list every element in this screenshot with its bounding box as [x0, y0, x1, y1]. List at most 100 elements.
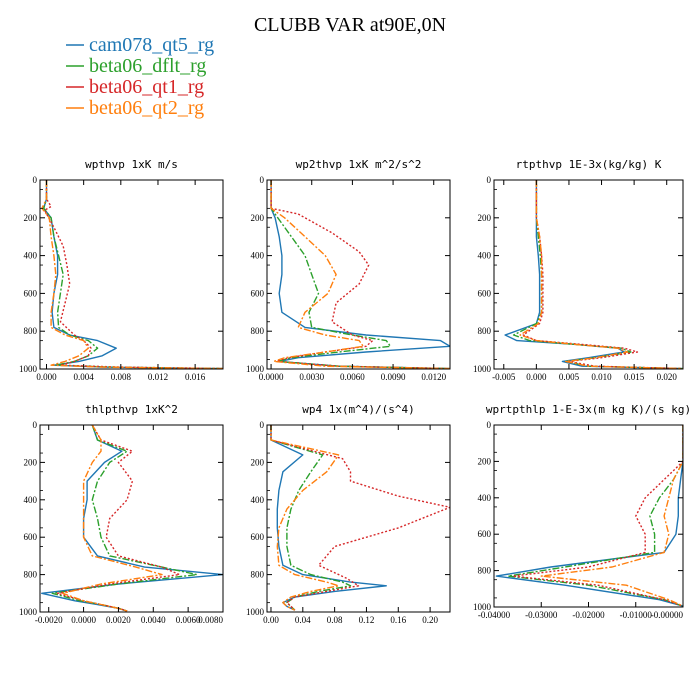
x-tick-label: 0.004: [74, 372, 95, 382]
series-line-cam078_qt5_rg: [270, 180, 450, 369]
y-tick-label: 800: [24, 326, 38, 336]
chart-panel-6: wprtpthlp 1-E-3x(m kg K)/(s kg) 0 200 400 60…: [473, 403, 691, 620]
y-tick-label: 600: [24, 288, 38, 298]
y-tick-label: 800: [478, 326, 492, 336]
x-tick-label: 0.0060: [340, 372, 365, 382]
chart-panel-3: rtpthvp 1E-3x(kg/kg) K 0 200 400 600 800 1000-…: [473, 158, 684, 382]
y-tick-label: 400: [24, 251, 38, 261]
x-tick-label: 0.010: [591, 372, 612, 382]
y-tick-label: 400: [251, 251, 265, 261]
y-tick-label: 600: [24, 532, 38, 542]
legend-item: beta06_qt1_rg: [66, 76, 204, 98]
legend-label: beta06_qt2_rg: [89, 97, 204, 119]
x-tick-label: 0.12: [359, 615, 375, 625]
y-tick-label: 1000: [246, 607, 265, 617]
x-tick-label: 0.012: [148, 372, 168, 382]
legend-label: beta06_dflt_rg: [89, 55, 206, 77]
chart-panel-2: wp2thvp 1xK m^2/s^2020040060080010000.00…: [246, 158, 451, 382]
y-tick-label: 600: [251, 532, 265, 542]
x-tick-label: -0.01000: [620, 610, 653, 620]
y-tick-label: 0: [487, 420, 492, 430]
x-tick-label: 0.020: [657, 372, 678, 382]
legend-label: beta06_qt1_rg: [89, 76, 204, 98]
series-line-beta06_qt2_rg: [540, 425, 683, 607]
y-tick-label: 200: [24, 457, 38, 467]
y-tick-label: 1000: [19, 364, 38, 374]
y-tick-label: 600: [478, 288, 492, 298]
series-line-beta06_qt2_rg: [41, 180, 223, 369]
x-tick-label: -0.02000: [572, 610, 605, 620]
series-line-beta06_dflt_rg: [270, 425, 352, 611]
series-line-beta06_qt1_rg: [270, 180, 450, 369]
x-tick-label: -0.0020: [35, 615, 63, 625]
x-tick-label: 0.000: [526, 372, 547, 382]
series-line-beta06_dflt_rg: [43, 180, 223, 369]
y-tick-label: 600: [478, 529, 492, 539]
x-tick-label: 0.04: [295, 615, 311, 625]
panel-title: wprtpthlp 1-E-3x(m kg K)/(s kg): [486, 403, 691, 416]
y-tick-label: 800: [251, 326, 265, 336]
y-tick-label: 1000: [473, 364, 492, 374]
y-tick-label: 200: [251, 213, 265, 223]
series-line-cam078_qt5_rg: [41, 425, 223, 612]
x-tick-label: 0.0040: [141, 615, 166, 625]
chart-panel-4: thlpthvp 1xK^2 0 200 400 600 800 1000-0.0020 0.…: [19, 403, 224, 625]
x-tick-label: 0.015: [624, 372, 645, 382]
x-tick-label: 0.0020: [106, 615, 131, 625]
y-tick-label: 0: [487, 175, 492, 185]
x-tick-label: 0.20: [422, 615, 438, 625]
y-tick-label: 0: [260, 420, 265, 430]
legend-label: cam078_qt5_rg: [89, 34, 214, 56]
x-tick-label: 0.008: [111, 372, 132, 382]
y-tick-label: 800: [24, 570, 38, 580]
y-tick-label: 1000: [246, 364, 265, 374]
y-tick-label: 200: [24, 213, 38, 223]
x-tick-label: 0.00: [263, 615, 279, 625]
y-tick-label: 200: [478, 456, 492, 466]
legend-item: beta06_dflt_rg: [66, 55, 206, 77]
y-tick-label: 600: [251, 288, 265, 298]
y-tick-label: 800: [478, 566, 492, 576]
y-tick-label: 1000: [473, 602, 492, 612]
series-line-cam078_qt5_rg: [495, 425, 683, 607]
plot-frame: [266, 424, 451, 613]
x-tick-label: -0.005: [492, 372, 516, 382]
x-tick-label: 0.000: [36, 372, 57, 382]
y-tick-label: 400: [478, 251, 492, 261]
x-tick-label: -0.03000: [525, 610, 558, 620]
series-line-beta06_qt1_rg: [43, 180, 223, 369]
x-tick-label: 0.16: [390, 615, 406, 625]
legend-item: cam078_qt5_rg: [66, 34, 214, 56]
panel-title: thlpthvp 1xK^2: [85, 403, 178, 416]
x-tick-label: 0.016: [185, 372, 206, 382]
series-line-beta06_qt2_rg: [62, 425, 163, 612]
legend-item: beta06_qt2_rg: [66, 97, 204, 119]
series-line-beta06_qt2_rg: [270, 180, 450, 369]
series-line-cam078_qt5_rg: [270, 425, 387, 611]
y-tick-label: 400: [251, 495, 265, 505]
y-tick-label: 200: [251, 457, 265, 467]
x-tick-label: 0.0000: [259, 372, 284, 382]
y-tick-label: 0: [260, 175, 265, 185]
plot-frame: [493, 179, 684, 370]
plot-frame: [266, 179, 451, 370]
legend: cam078_qt5_rgbeta06_dflt_rgbeta06_qt1_rg…: [66, 34, 214, 119]
y-tick-label: 1000: [19, 607, 38, 617]
series-line-beta06_qt2_rg: [270, 425, 340, 611]
panel-title: wp2thvp 1xK m^2/s^2: [296, 158, 422, 171]
series-line-beta06_qt1_rg: [522, 180, 683, 369]
plot-frame: [39, 179, 224, 370]
x-tick-label: 0.0000: [71, 615, 96, 625]
y-tick-label: 400: [24, 495, 38, 505]
y-tick-label: 800: [251, 570, 265, 580]
figure-title: CLUBB VAR at90E,0N: [254, 14, 446, 36]
panel-title: rtpthvp 1E-3x(kg/kg) K: [516, 158, 662, 171]
y-tick-label: 200: [478, 213, 492, 223]
x-tick-label: 0.0060: [176, 615, 201, 625]
series-line-beta06_dflt_rg: [270, 180, 450, 369]
x-tick-label: -0.00000: [651, 610, 684, 620]
x-tick-label: 0.005: [559, 372, 580, 382]
